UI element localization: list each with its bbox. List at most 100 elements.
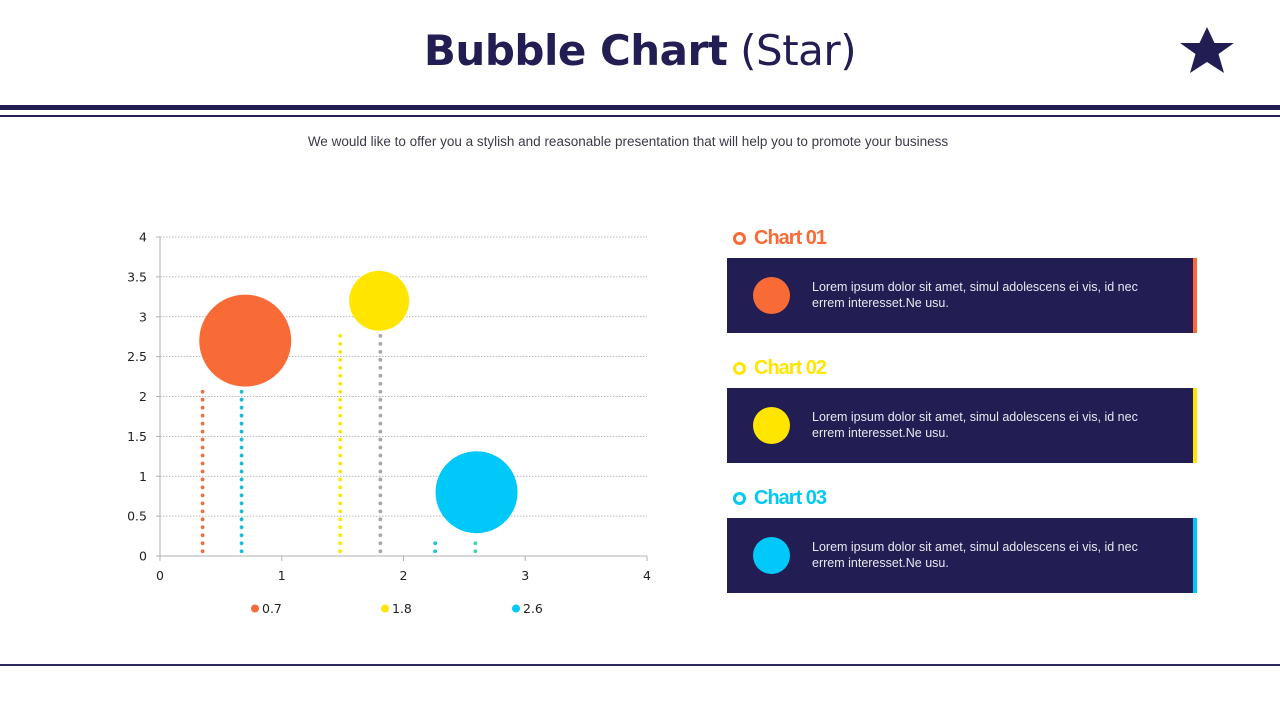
ring-icon <box>733 491 746 505</box>
legend-label: 1.8 <box>392 601 412 616</box>
y-tick-label: 1.5 <box>127 429 147 444</box>
drop-line-dot <box>338 437 343 442</box>
x-tick-label: 4 <box>643 568 651 583</box>
drop-line-dot <box>200 397 205 402</box>
drop-line-dot <box>239 509 244 514</box>
x-tick-label: 2 <box>400 568 408 583</box>
drop-line-dot <box>378 541 383 546</box>
x-tick-label: 3 <box>521 568 529 583</box>
legend-label: 2.6 <box>523 601 543 616</box>
bubble-0-7 <box>199 294 292 387</box>
drop-line-dot <box>378 405 383 410</box>
x-tick-label: 1 <box>278 568 286 583</box>
drop-line-dot <box>338 405 343 410</box>
drop-line-dot <box>239 453 244 458</box>
panel-description: Lorem ipsum dolor sit amet, simul adoles… <box>812 280 1138 310</box>
ring-icon <box>733 231 746 245</box>
legend-marker <box>512 604 520 613</box>
drop-line-dot <box>200 469 205 474</box>
drop-line-dot <box>200 461 205 466</box>
drop-line-dot <box>378 421 383 426</box>
drop-line-dot <box>378 389 383 394</box>
bubble-2-6 <box>435 451 518 534</box>
drop-line-dot <box>239 405 244 410</box>
title-light: (Star) <box>740 26 857 75</box>
drop-line-dot <box>338 533 343 538</box>
panel-title: Chart 03 <box>733 483 827 513</box>
drop-line-dot <box>378 453 383 458</box>
drop-line-dot <box>200 541 205 546</box>
accent-bar <box>1193 258 1197 333</box>
ring-icon <box>733 361 746 375</box>
drop-line-dot <box>239 461 244 466</box>
drop-line-dot <box>200 429 205 434</box>
drop-line-dot <box>378 509 383 514</box>
drop-line-dot <box>378 533 383 538</box>
x-tick-label: 0 <box>156 568 164 583</box>
y-tick-label: 0 <box>139 549 147 564</box>
drop-line-dot <box>338 453 343 458</box>
drop-line-dot <box>473 549 478 554</box>
y-tick-label: 2.5 <box>127 349 147 364</box>
drop-line-dot <box>378 429 383 434</box>
drop-line-dot <box>378 445 383 450</box>
drop-line-dot <box>338 509 343 514</box>
drop-line-dot <box>378 493 383 498</box>
title-bold: Bubble Chart <box>423 26 728 75</box>
drop-line-dot <box>239 501 244 506</box>
drop-line-dot <box>200 509 205 514</box>
drop-line-dot <box>338 469 343 474</box>
panel-title-text: Chart 03 <box>754 486 827 509</box>
drop-line-dot <box>200 437 205 442</box>
panel-card: Lorem ipsum dolor sit amet, simul adoles… <box>727 258 1197 333</box>
drop-line-dot <box>338 461 343 466</box>
drop-line-dot <box>200 493 205 498</box>
drop-line-dot <box>239 445 244 450</box>
drop-line-dot <box>433 541 438 546</box>
panel-title: Chart 01 <box>733 223 827 253</box>
drop-line-dot <box>338 413 343 418</box>
drop-line-dot <box>200 533 205 538</box>
panel-title: Chart 02 <box>733 353 827 383</box>
drop-line-dot <box>200 485 205 490</box>
drop-line-dot <box>338 373 343 378</box>
header-divider-thin <box>0 115 1280 117</box>
y-tick-label: 1 <box>139 469 147 484</box>
drop-line-dot <box>338 365 343 370</box>
drop-line-dot <box>239 533 244 538</box>
subtitle: We would like to offer you a stylish and… <box>307 134 949 149</box>
drop-line-dot <box>200 421 205 426</box>
drop-line-dot <box>200 389 205 394</box>
drop-line-dot <box>338 477 343 482</box>
panel-title-text: Chart 01 <box>754 226 827 249</box>
drop-line-dot <box>378 365 383 370</box>
drop-line-dot <box>378 517 383 522</box>
panel-card: Lorem ipsum dolor sit amet, simul adoles… <box>727 518 1197 593</box>
drop-line-dot <box>338 525 343 530</box>
drop-line-dot <box>338 429 343 434</box>
drop-line-dot <box>200 525 205 530</box>
drop-line-dot <box>338 541 343 546</box>
drop-line-dot <box>200 413 205 418</box>
drop-line-dot <box>239 549 244 554</box>
y-tick-label: 3 <box>139 309 147 324</box>
panel-card: Lorem ipsum dolor sit amet, simul adoles… <box>727 388 1197 463</box>
drop-line-dot <box>378 341 383 346</box>
drop-line-dot <box>378 397 383 402</box>
panel-description: Lorem ipsum dolor sit amet, simul adoles… <box>812 410 1138 440</box>
circle-icon <box>753 277 790 314</box>
drop-line-dot <box>239 525 244 530</box>
drop-line-dot <box>239 437 244 442</box>
drop-line-dot <box>338 421 343 426</box>
drop-line-dot <box>378 469 383 474</box>
footer-divider <box>0 664 1280 666</box>
drop-line-dot <box>200 517 205 522</box>
drop-line-dot <box>338 349 343 354</box>
drop-line-dot <box>378 549 383 554</box>
y-tick-label: 3.5 <box>127 269 147 284</box>
drop-line-dot <box>200 445 205 450</box>
drop-line-dot <box>239 517 244 522</box>
drop-line-dot <box>200 501 205 506</box>
bubble-chart: 0 0.5 1 1.5 2 2.5 3 3.5 4 0 1 2 3 4 0.7 1.8 2.6 <box>127 230 651 617</box>
drop-line-dot <box>239 429 244 434</box>
